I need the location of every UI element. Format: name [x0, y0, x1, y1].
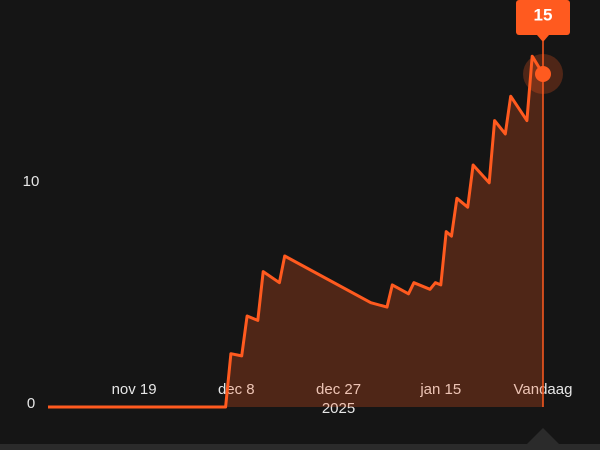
x-tick-label: jan 15 — [419, 381, 461, 398]
y-tick-label: 10 — [23, 173, 40, 190]
area-fill — [48, 56, 543, 407]
x-year-label: 2025 — [322, 400, 355, 417]
tooltip-value: 15 — [534, 5, 553, 24]
marker — [535, 66, 551, 82]
x-tick-label: nov 19 — [112, 381, 157, 398]
range-slider-track[interactable] — [0, 444, 600, 450]
range-slider-handle[interactable] — [527, 428, 559, 444]
line — [48, 54, 545, 409]
x-tick-label: dec 27 — [316, 381, 361, 398]
tooltip-pointer — [537, 35, 549, 42]
y-tick-label: 0 — [27, 395, 35, 412]
tooltip-box — [516, 0, 570, 35]
